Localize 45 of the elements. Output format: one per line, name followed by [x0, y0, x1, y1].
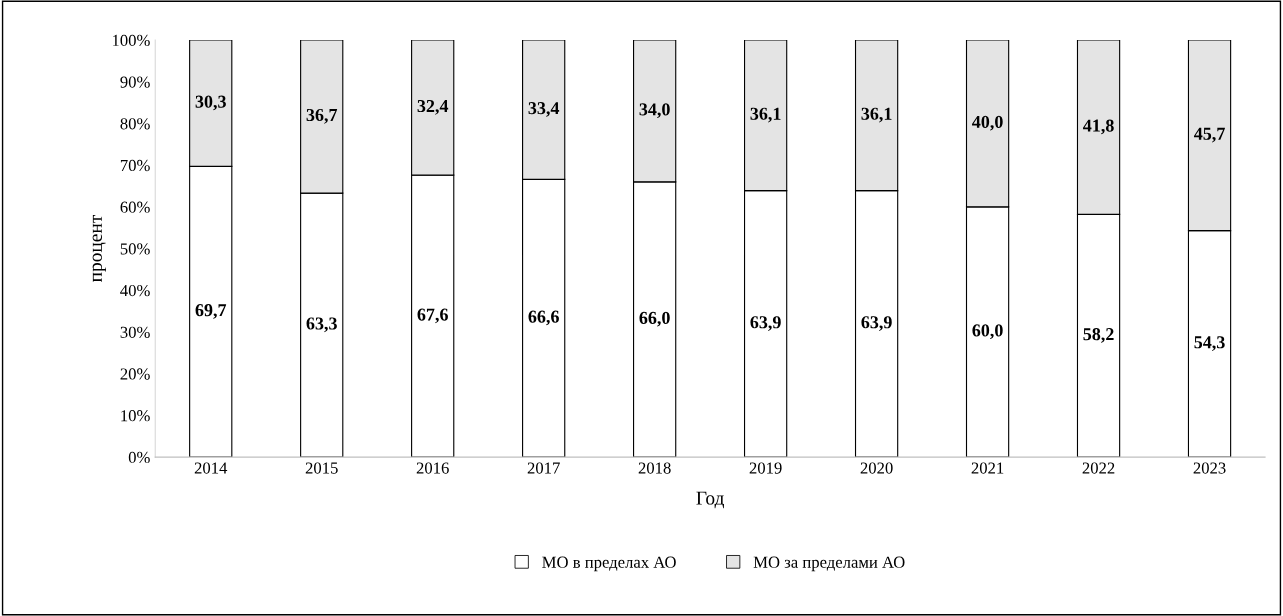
- x-tick-label: 2016: [416, 462, 449, 474]
- y-tick-label: 60%: [120, 201, 150, 213]
- data-label: 41,8: [1083, 119, 1114, 135]
- data-label: 40,0: [972, 115, 1003, 131]
- y-tick-label: 30%: [120, 326, 150, 338]
- data-label: 67,6: [417, 308, 448, 324]
- data-label: 33,4: [528, 102, 560, 117]
- x-tick-label: 2023: [1193, 462, 1226, 474]
- x-tick-label: 2019: [749, 462, 782, 474]
- data-label: 36,1: [861, 107, 892, 123]
- x-tick-label: 2018: [638, 462, 671, 474]
- data-label: 66,6: [528, 310, 559, 326]
- x-axis-title: Год: [696, 491, 724, 509]
- x-tick-label: 2015: [305, 462, 338, 474]
- y-tick-label: 20%: [120, 368, 150, 380]
- data-label: 63,9: [861, 316, 892, 331]
- data-label: 45,7: [1194, 127, 1225, 143]
- data-label: 63,3: [306, 317, 337, 333]
- data-label: 63,9: [750, 316, 781, 331]
- x-tick-label: 2014: [194, 462, 228, 474]
- y-tick-label: 0%: [128, 451, 150, 464]
- data-label: 60,0: [972, 324, 1003, 340]
- data-label: 54,3: [1194, 336, 1225, 351]
- data-label: 36,7: [306, 108, 338, 124]
- legend-label: МО в пределах АО: [542, 556, 676, 572]
- y-tick-label: 80%: [120, 118, 150, 130]
- legend-label: МО за пределами АО: [753, 556, 905, 572]
- data-label: 66,0: [639, 311, 670, 327]
- data-label: 69,7: [195, 304, 227, 319]
- x-tick-label: 2020: [860, 462, 893, 474]
- data-label: 32,4: [417, 99, 449, 115]
- data-label: 58,2: [1083, 328, 1114, 343]
- y-tick-label: 50%: [120, 243, 150, 255]
- data-label: 30,3: [195, 95, 226, 111]
- y-axis-title: процент: [92, 214, 106, 283]
- data-label: 34,0: [639, 103, 670, 119]
- x-tick-label: 2017: [527, 462, 560, 474]
- y-tick-label: 10%: [121, 410, 150, 422]
- data-label: 36,1: [750, 107, 781, 123]
- y-tick-label: 40%: [120, 284, 150, 297]
- x-tick-label: 2021: [971, 462, 1004, 474]
- y-tick-label: 100%: [112, 34, 150, 47]
- y-tick-label: 70%: [120, 159, 150, 172]
- y-tick-label: 90%: [120, 76, 150, 88]
- x-tick-label: 2022: [1082, 462, 1115, 474]
